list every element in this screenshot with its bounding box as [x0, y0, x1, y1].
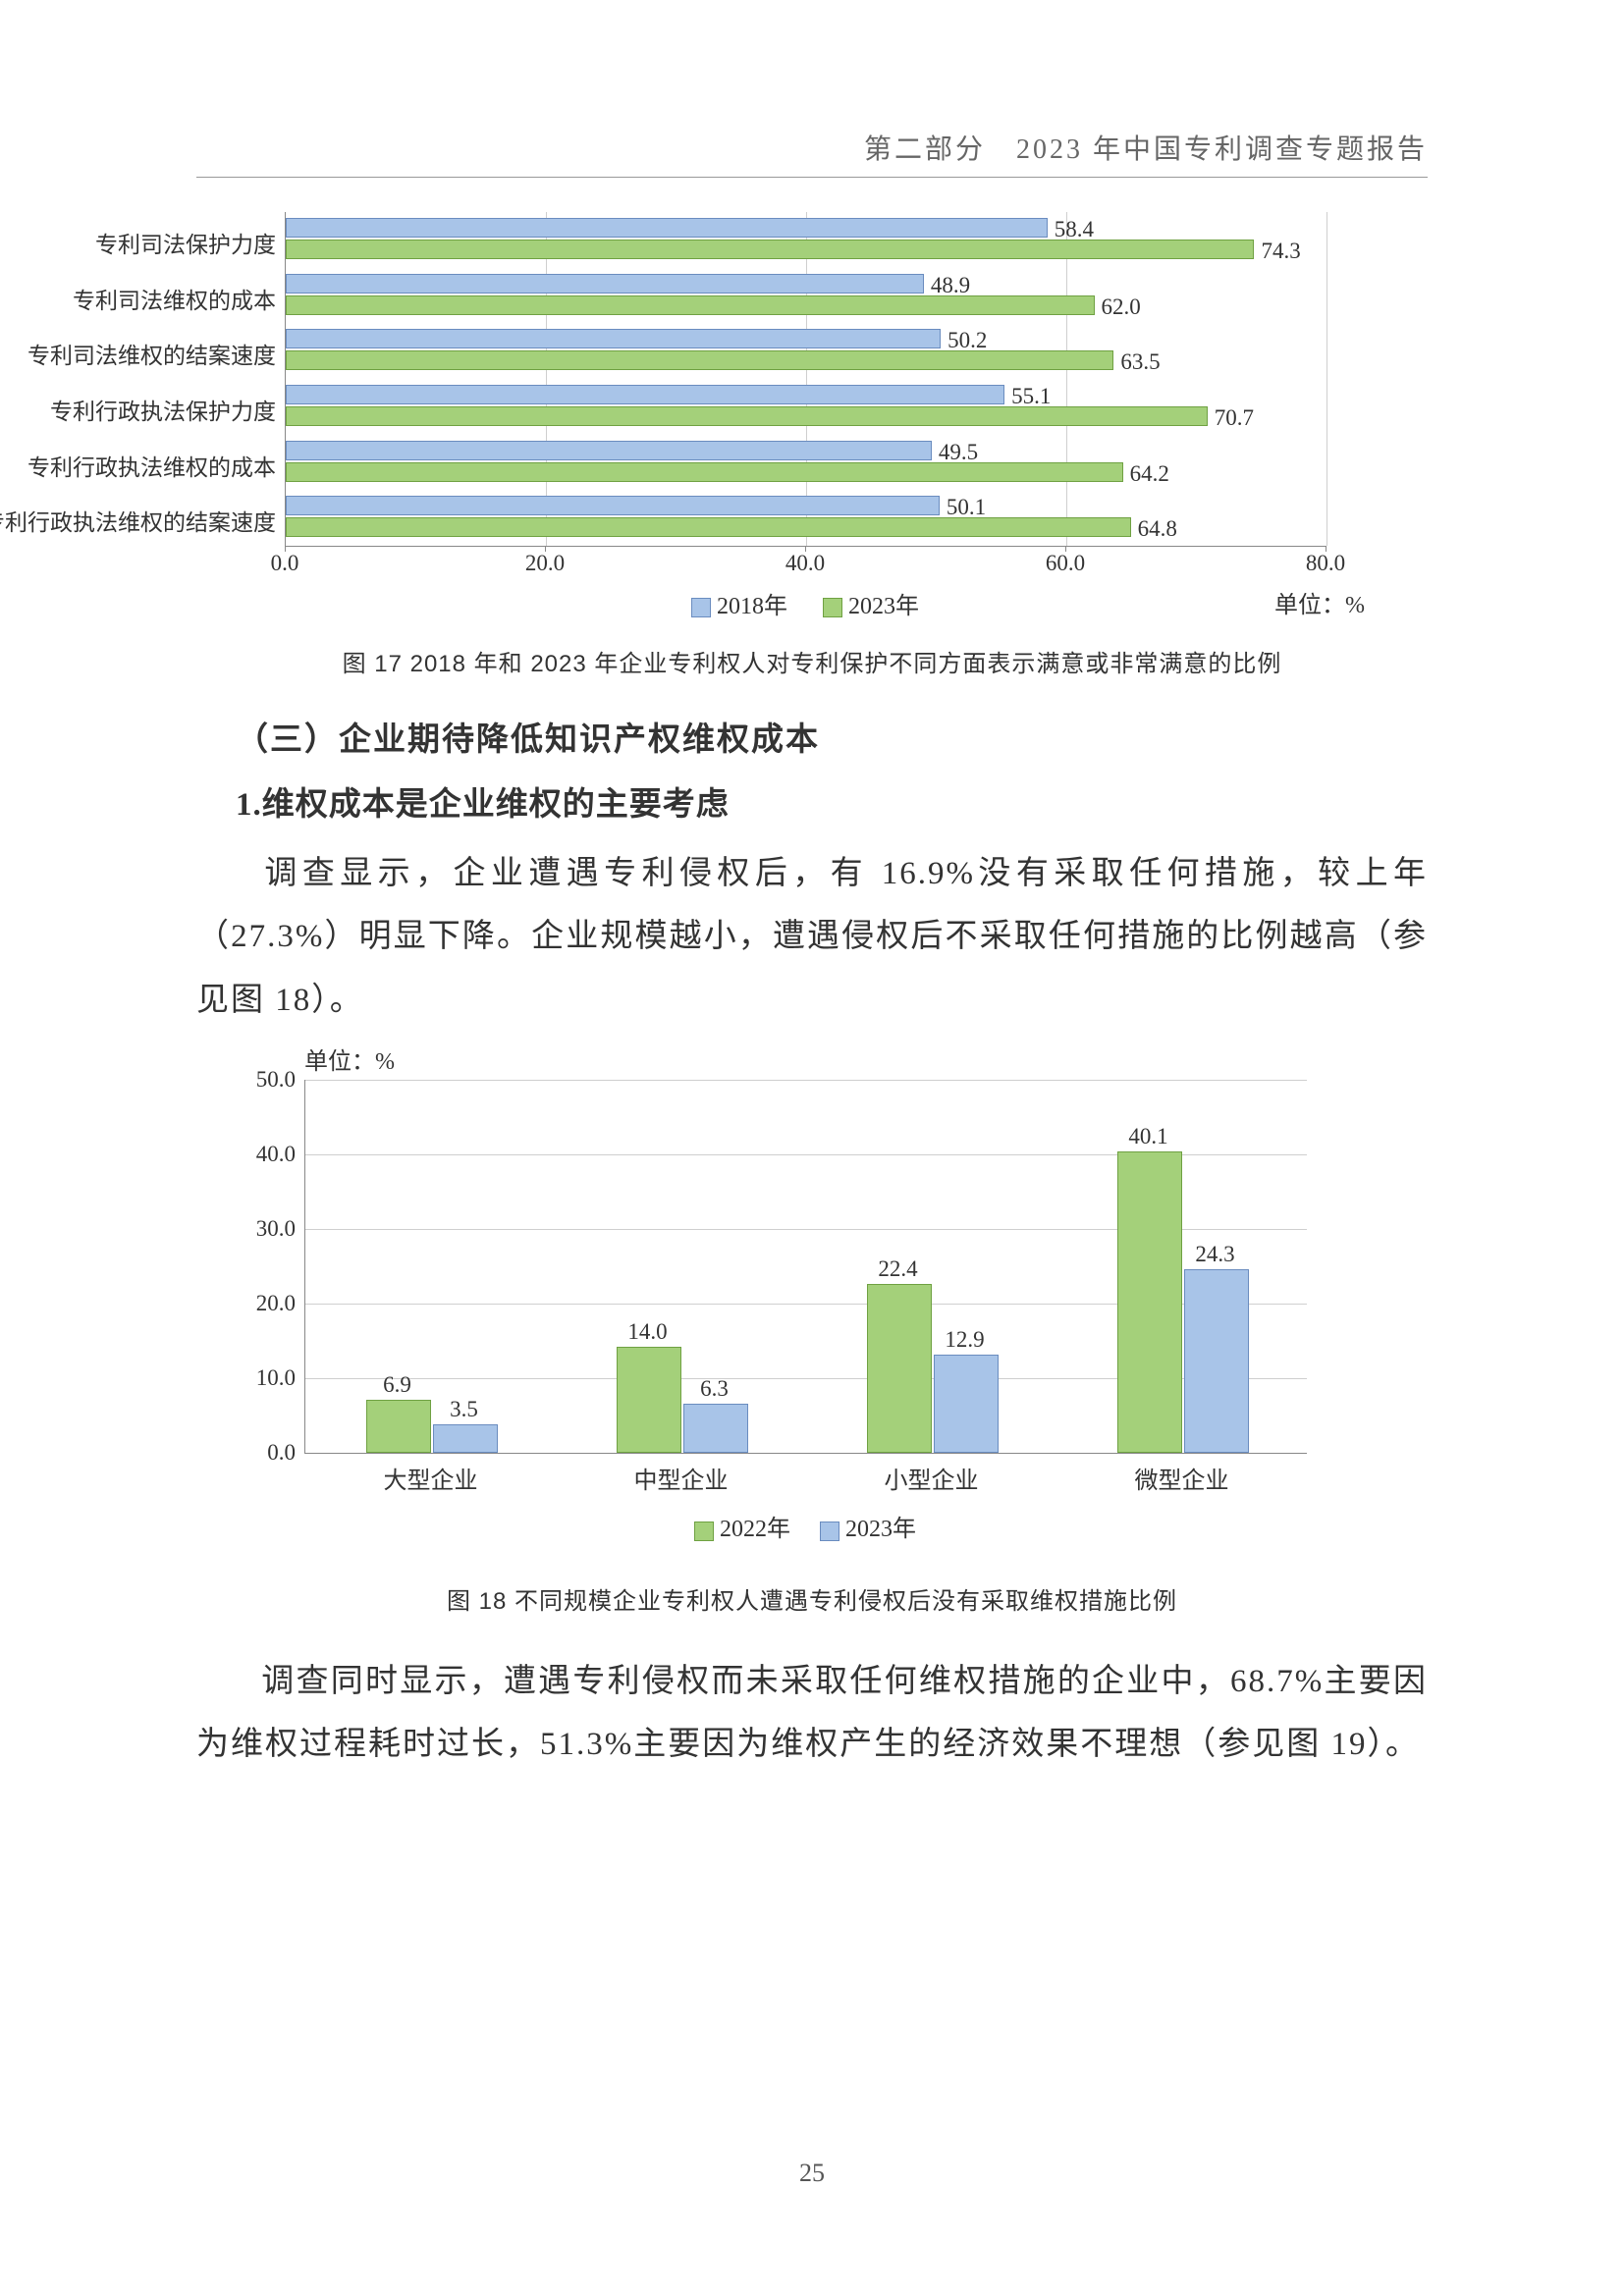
chart-17-bar: 74.3 [286, 240, 1254, 259]
chart-17-row: 专利行政执法保护力度55.170.7 [286, 379, 1326, 435]
chart-18: 单位：% 0.010.020.030.040.050.06.93.5大型企业14… [304, 1041, 1306, 1552]
chart-17-legend: 2018年 2023年 [285, 586, 1326, 620]
caption-17: 图 17 2018 年和 2023 年企业专利权人对专利保护不同方面表示满意或非… [196, 644, 1428, 678]
legend-swatch-2023 [823, 598, 842, 617]
chart-17-plot: 专利司法保护力度58.474.3专利司法维权的成本48.962.0专利司法维权的… [285, 212, 1326, 547]
chart-18-category-label: 微型企业 [1084, 1461, 1280, 1495]
chart-17-category-label: 专利行政执法维权的成本 [0, 449, 286, 482]
chart-18-bar [617, 1347, 681, 1453]
legend-swatch-2022 [694, 1522, 714, 1541]
chart-18-ytick: 10.0 [256, 1365, 305, 1391]
chart-17-category-label: 专利司法维权的结案速度 [0, 337, 286, 370]
chart-17-gridline [1326, 212, 1327, 546]
chart-18-category-label: 小型企业 [834, 1461, 1030, 1495]
page-number: 25 [0, 2159, 1624, 2188]
chart-17-bar: 63.5 [286, 350, 1113, 370]
page-header: 第二部分 2023 年中国专利调查专题报告 [196, 128, 1428, 178]
chart-17-bar: 55.1 [286, 385, 1004, 404]
legend-label-2018: 2018年 [717, 594, 787, 619]
legend-label-2023b: 2023年 [845, 1517, 916, 1542]
chart-17-row: 专利司法维权的成本48.962.0 [286, 268, 1326, 324]
chart-17-row: 专利司法维权的结案速度50.263.5 [286, 323, 1326, 379]
chart-17-xtick: 80.0 [1306, 551, 1345, 576]
chart-18-legend: 2022年 2023年 [304, 1509, 1306, 1543]
chart-18-value: 3.5 [425, 1397, 504, 1422]
chart-17-row: 专利行政执法维权的结案速度50.164.8 [286, 490, 1326, 546]
paragraph-1: 调查显示，企业遭遇专利侵权后，有 16.9%没有采取任何措施，较上年（27.3%… [196, 842, 1428, 1032]
chart-18-bar [867, 1284, 932, 1453]
chart-18-ytick: 50.0 [256, 1067, 305, 1093]
chart-17-xtick: 20.0 [525, 551, 565, 576]
legend-swatch-2018 [691, 598, 711, 617]
caption-18: 图 18 不同规模企业专利权人遭遇专利侵权后没有采取维权措施比例 [196, 1581, 1428, 1616]
chart-18-plot: 0.010.020.030.040.050.06.93.5大型企业14.06.3… [304, 1080, 1307, 1454]
chart-17-unit: 单位：% [1274, 585, 1365, 619]
chart-17-value: 62.0 [1094, 294, 1141, 320]
paragraph-1-text: 调查显示，企业遭遇专利侵权后，有 16.9%没有采取任何措施，较上年（27.3%… [196, 856, 1428, 1018]
chart-18-value: 24.3 [1176, 1242, 1255, 1267]
chart-17-value: 63.5 [1112, 349, 1160, 375]
chart-17-row: 专利司法保护力度58.474.3 [286, 212, 1326, 268]
chart-18-unit: 单位：% [304, 1041, 1306, 1076]
chart-17-row: 专利行政执法维权的成本49.564.2 [286, 435, 1326, 491]
chart-17-category-label: 专利行政执法保护力度 [0, 393, 286, 426]
page: 第二部分 2023 年中国专利调查专题报告 专利司法保护力度58.4 74.3 专利… [0, 0, 1624, 2296]
paragraph-2-text: 调查同时显示，遭遇专利侵权而未采取任何维权措施的企业中，68.7%主要因为维权过… [196, 1664, 1428, 1762]
chart-18-bar [366, 1400, 431, 1453]
chart-17-value: 70.7 [1207, 405, 1254, 431]
chart-18-value: 12.9 [926, 1327, 1004, 1353]
chart-18-bar [683, 1404, 748, 1453]
legend-swatch-2023b [820, 1522, 839, 1541]
chart-17-bar: 62.0 [286, 295, 1095, 315]
heading-section-3: （三）企业期待降低知识产权维权成本 [236, 713, 1428, 760]
chart-18-bar [1117, 1151, 1182, 1453]
chart-18-value: 6.3 [676, 1376, 754, 1402]
chart-17-value: 74.3 [1253, 239, 1300, 264]
chart-17-bar: 49.5 [286, 441, 932, 460]
chart-17-bar: 50.1 [286, 496, 940, 515]
chart-17-bar: 70.7 [286, 406, 1208, 426]
chart-17-value: 64.8 [1130, 516, 1177, 542]
chart-18-bar [433, 1424, 498, 1453]
chart-17-bar: 48.9 [286, 274, 924, 294]
paragraph-2: 调查同时显示，遭遇专利侵权而未采取任何维权措施的企业中，68.7%主要因为维权过… [196, 1650, 1428, 1777]
legend-label-2023: 2023年 [848, 594, 919, 619]
chart-18-gridline [305, 1080, 1307, 1081]
chart-18-value: 6.9 [358, 1372, 437, 1398]
chart-18-bar [1184, 1269, 1249, 1453]
chart-18-value: 22.4 [859, 1256, 938, 1282]
chart-18-ytick: 20.0 [256, 1291, 305, 1316]
chart-17-bar: 58.4 [286, 218, 1048, 238]
chart-17-value: 64.2 [1122, 461, 1169, 487]
chart-17-xtick: 60.0 [1046, 551, 1085, 576]
chart-18-bar [934, 1355, 999, 1453]
chart-17: 专利司法保护力度58.474.3专利司法维权的成本48.962.0专利司法维权的… [285, 212, 1326, 614]
chart-18-ytick: 40.0 [256, 1142, 305, 1167]
chart-17-category-label: 专利司法维权的成本 [0, 282, 286, 315]
chart-18-value: 14.0 [609, 1319, 687, 1345]
chart-18-ytick: 30.0 [256, 1216, 305, 1242]
chart-17-bar: 50.2 [286, 329, 941, 348]
chart-17-category-label: 专利行政执法维权的结案速度 [0, 504, 286, 537]
chart-18-category-label: 大型企业 [333, 1461, 529, 1495]
chart-18-value: 40.1 [1110, 1124, 1188, 1149]
chart-17-bar: 64.2 [286, 462, 1123, 482]
chart-17-xtick: 0.0 [271, 551, 299, 576]
chart-18-ytick: 0.0 [267, 1440, 305, 1466]
chart-17-category-label: 专利司法保护力度 [0, 226, 286, 259]
chart-17-xtick: 40.0 [785, 551, 825, 576]
heading-item-1: 1.维权成本是企业维权的主要考虑 [236, 777, 1428, 825]
chart-18-category-label: 中型企业 [583, 1461, 780, 1495]
legend-label-2022: 2022年 [720, 1517, 790, 1542]
chart-17-bar: 64.8 [286, 517, 1131, 537]
